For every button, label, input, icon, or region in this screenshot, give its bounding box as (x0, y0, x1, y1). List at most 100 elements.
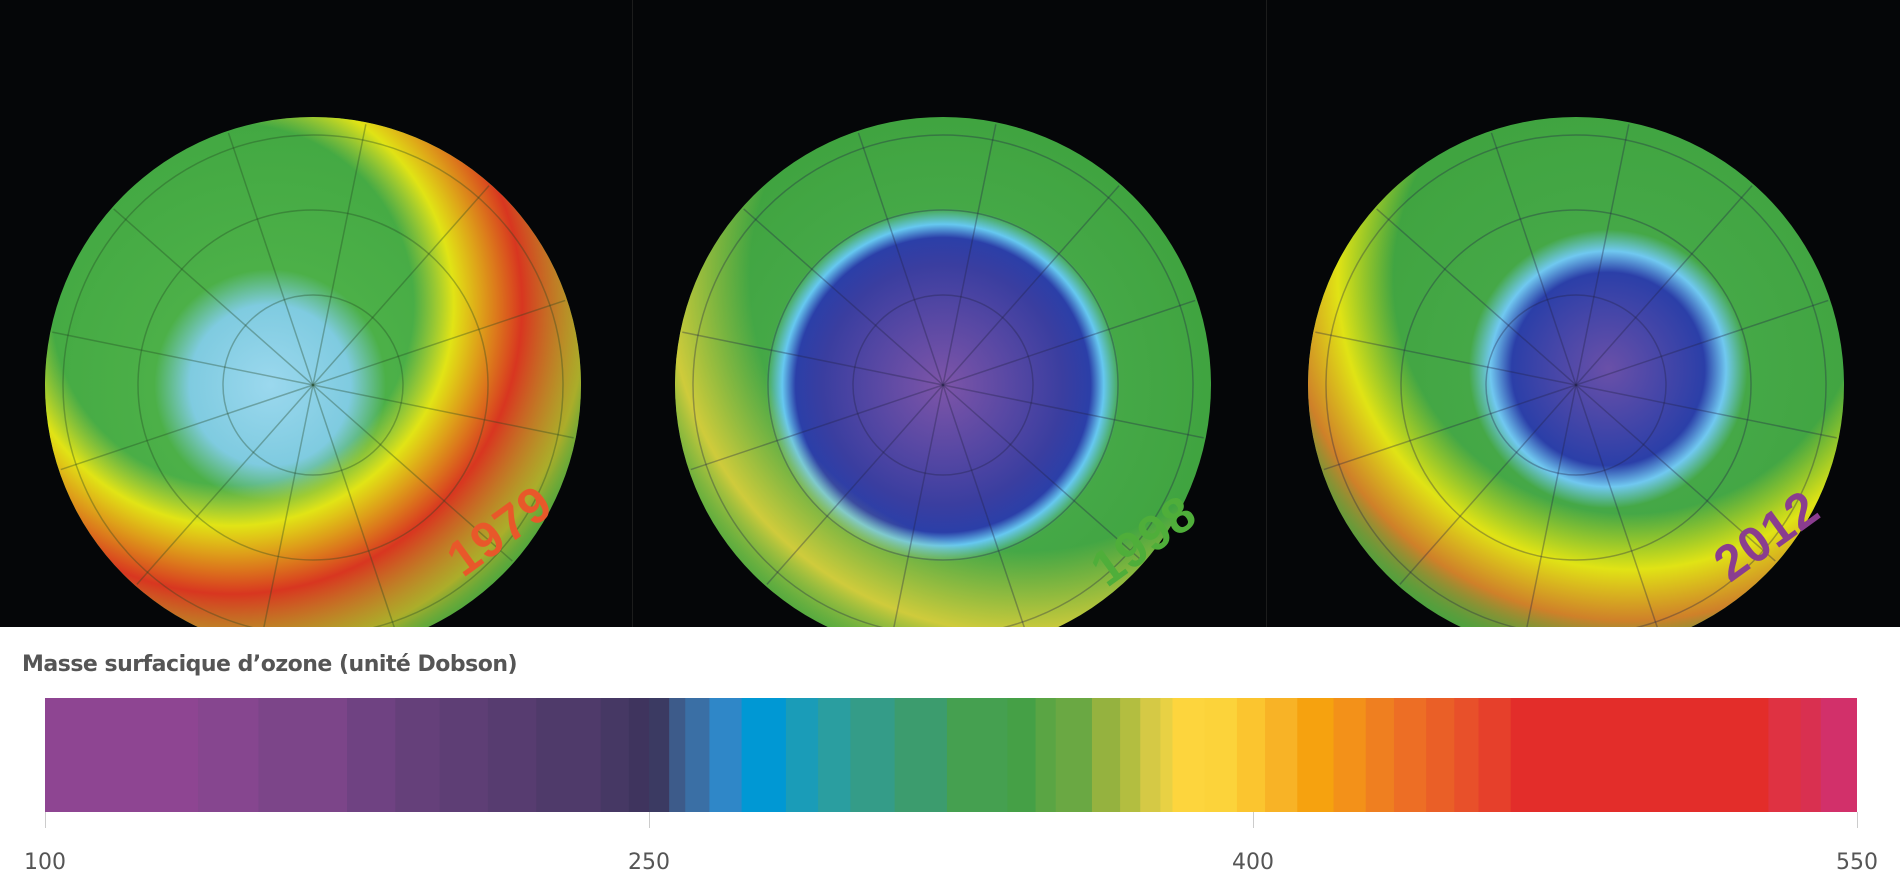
meridian-line (1575, 124, 1630, 386)
colorbar-band (1820, 698, 1857, 812)
colorbar-band (785, 698, 819, 812)
tick-label: 400 (1232, 850, 1274, 875)
colorbar-band (741, 698, 787, 812)
meridian-line (1399, 384, 1577, 585)
meridian-line (312, 185, 490, 386)
meridian-line (942, 299, 1196, 386)
ozone-maps: 1979 1998 (0, 0, 1900, 627)
meridian-line (682, 331, 944, 386)
colorbar-band (1091, 698, 1121, 812)
map-panel-2012: 2012 (1267, 0, 1900, 627)
colorbar-band (1393, 698, 1427, 812)
map-panel-1998: 1998 (634, 0, 1267, 627)
tick-label: 550 (1836, 850, 1878, 875)
colorbar-tick (1253, 812, 1254, 828)
meridian-line (942, 384, 1025, 627)
colorbar-band (894, 698, 948, 812)
colorbar-band (649, 698, 670, 812)
meridian-line (1323, 384, 1577, 471)
meridian-line (263, 384, 314, 627)
colorbar-band (1204, 698, 1238, 812)
colorbar-tick (649, 812, 650, 828)
meridian-line (743, 208, 944, 386)
colorbar-band (1160, 698, 1173, 812)
legend-title: Masse surfacique d’ozone (unité Dobson) (22, 652, 518, 677)
colorbar-band (685, 698, 710, 812)
colorbar-band (1140, 698, 1161, 812)
meridian-line (766, 384, 944, 585)
colorbar-band (536, 698, 602, 812)
meridian-line (1575, 384, 1837, 439)
latitude-line (767, 209, 1119, 561)
globe-2012 (1308, 117, 1844, 627)
colorbar-band (1800, 698, 1822, 812)
meridian-line (1490, 132, 1577, 386)
meridian-line (60, 384, 314, 471)
latitude-line (692, 134, 1194, 627)
meridian-line (1376, 208, 1577, 386)
colorbar-band (818, 698, 851, 812)
meridian-line (1575, 299, 1829, 386)
colorbar-band (1768, 698, 1802, 812)
meridian-line (1575, 384, 1776, 562)
meridian-line (312, 384, 513, 562)
colorbar-band (1172, 698, 1206, 812)
tick-label: 250 (628, 850, 670, 875)
meridian-line (312, 384, 574, 439)
meridian-line (942, 185, 1120, 386)
colorbar-band (1333, 698, 1367, 812)
colorbar-band (1236, 698, 1266, 812)
colorbar-band (669, 698, 686, 812)
colorbar-band (439, 698, 489, 812)
meridian-line (857, 132, 944, 386)
colorbar-band (198, 698, 259, 812)
colorbar-band (1120, 698, 1141, 812)
meridian-line (52, 331, 314, 386)
meridian-line (312, 124, 367, 386)
latitude-line (1325, 134, 1827, 627)
colorbar-band (395, 698, 441, 812)
colorbar-band (709, 698, 743, 812)
colorbar-band (628, 698, 650, 812)
colorbar-tick (1857, 812, 1858, 828)
meridian-line (1575, 185, 1753, 386)
latitude-line (852, 294, 1034, 476)
colorbar-band (1297, 698, 1335, 812)
latitude-line (62, 134, 564, 627)
meridian-line (136, 384, 314, 585)
meridian-line (942, 124, 997, 386)
meridian-line (942, 384, 1204, 439)
colorbar-band (1454, 698, 1479, 812)
meridian-line (690, 384, 944, 471)
latitude-line (1485, 294, 1667, 476)
tick-label: 100 (24, 850, 66, 875)
meridian-line (312, 384, 395, 627)
colorbar-band (347, 698, 396, 812)
map-panel-1979: 1979 (0, 0, 633, 627)
colorbar-band (1007, 698, 1037, 812)
colorbar-band (1510, 698, 1769, 812)
colorbar-band (258, 698, 348, 812)
colorbar-band (1365, 698, 1395, 812)
colorbar-band (850, 698, 896, 812)
meridian-line (227, 132, 314, 386)
meridian-line (1526, 384, 1577, 627)
meridian-line (312, 299, 566, 386)
colorbar-band (1426, 698, 1455, 812)
meridian-line (1575, 384, 1658, 627)
colorbar-band (487, 698, 537, 812)
meridian-line (113, 208, 314, 386)
colorbar-band (1035, 698, 1057, 812)
meridian-line (893, 384, 944, 627)
meridian-line (942, 384, 1143, 562)
colorbar-band (946, 698, 1008, 812)
globe-1998 (675, 117, 1211, 627)
latitude-line (137, 209, 489, 561)
latitude-line (222, 294, 404, 476)
colorbar-band (1055, 698, 1093, 812)
latitude-line (1400, 209, 1752, 561)
colorbar-band (45, 698, 199, 812)
colorbar-band (1478, 698, 1512, 812)
globe-1979 (45, 117, 581, 627)
colorbar-band (1265, 698, 1298, 812)
